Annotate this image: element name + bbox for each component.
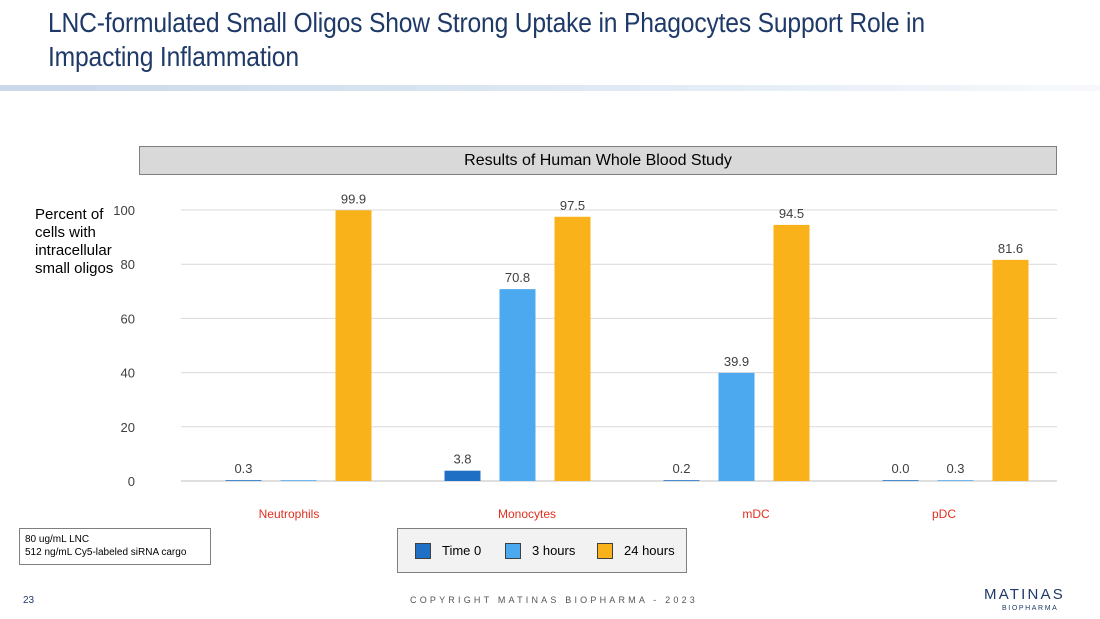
bar-monocytes-3-hours <box>499 289 536 481</box>
bar-mdc-3-hours <box>718 372 755 481</box>
data-label-pdc-24-hours: 81.6 <box>998 241 1023 256</box>
bar-neutrophils-time-0 <box>225 480 262 481</box>
y-tick-label-0: 0 <box>128 474 135 489</box>
y-tick-label-40: 40 <box>121 366 135 381</box>
legend-label-time-0: Time 0 <box>442 543 482 558</box>
y-tick-label-80: 80 <box>121 257 135 272</box>
chart-legend: Time 0 3 hours 24 hours <box>397 528 687 573</box>
slide-title: LNC-formulated Small Oligos Show Strong … <box>48 7 925 72</box>
x-category-label-neutrophils: Neutrophils <box>259 507 320 521</box>
plot-area <box>181 210 1057 481</box>
bar-monocytes-24-hours <box>554 216 591 481</box>
bar-pdc-3-hours <box>937 480 974 481</box>
data-label-pdc-3-hours: 0.3 <box>946 461 964 476</box>
y-tick-label-20: 20 <box>121 420 135 435</box>
bar-pdc-24-hours <box>992 259 1029 481</box>
legend-label-24-hours: 24 hours <box>624 543 675 558</box>
legend-swatch-time-0 <box>415 543 431 559</box>
x-category-label-monocytes: Monocytes <box>498 507 556 521</box>
legend-label-3-hours: 3 hours <box>532 543 576 558</box>
company-logo-subtitle: BIOPHARMA <box>1002 605 1059 612</box>
data-label-pdc-time-0: 0.0 <box>891 461 909 476</box>
data-label-mdc-24-hours: 94.5 <box>779 206 804 221</box>
bar-pdc-time-0 <box>882 480 919 481</box>
bar-mdc-24-hours <box>773 224 810 481</box>
dosage-note: 80 ug/mL LNC 512 ng/mL Cy5-labeled siRNA… <box>19 528 211 565</box>
data-label-monocytes-24-hours: 97.5 <box>560 198 585 213</box>
page-number: 23 <box>23 595 35 606</box>
bar-neutrophils-3-hours <box>280 480 317 481</box>
bar-monocytes-time-0 <box>444 470 481 481</box>
data-label-monocytes-3-hours: 70.8 <box>505 270 530 285</box>
data-label-neutrophils-time-0: 0.3 <box>234 461 252 476</box>
company-logo-wordmark: MATINAS <box>984 586 1065 603</box>
y-axis-label: Percent of cells with intracellular smal… <box>35 206 114 277</box>
legend-swatch-3-hours <box>505 543 521 559</box>
dosage-note-line-1: 80 ug/mL LNC <box>25 534 90 545</box>
data-label-neutrophils-24-hours: 99.9 <box>341 191 366 206</box>
copyright-text: COPYRIGHT MATINAS BIOPHARMA - 2023 <box>410 595 699 605</box>
title-divider <box>0 85 1100 91</box>
bar-mdc-time-0 <box>663 480 700 481</box>
y-tick-label-100: 100 <box>113 203 135 218</box>
y-tick-label-60: 60 <box>121 311 135 326</box>
chart-title: Results of Human Whole Blood Study <box>139 146 1057 175</box>
x-category-label-mdc: mDC <box>742 507 770 521</box>
data-label-mdc-3-hours: 39.9 <box>724 354 749 369</box>
dosage-note-line-2: 512 ng/mL Cy5-labeled siRNA cargo <box>25 547 187 558</box>
legend-swatch-24-hours <box>597 543 613 559</box>
x-category-label-pdc: pDC <box>932 507 956 521</box>
data-label-monocytes-time-0: 3.8 <box>453 452 471 467</box>
bar-neutrophils-24-hours <box>335 210 372 481</box>
data-label-mdc-time-0: 0.2 <box>672 461 690 476</box>
